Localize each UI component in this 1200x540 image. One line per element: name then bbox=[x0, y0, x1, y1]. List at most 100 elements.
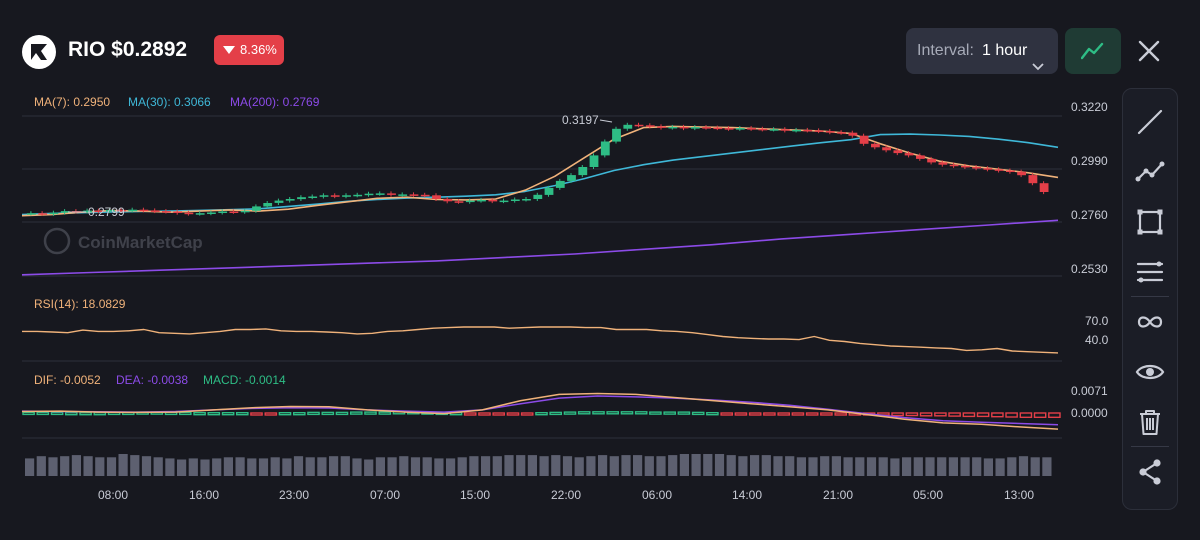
macd-histogram-bar bbox=[563, 411, 577, 415]
volume-bar bbox=[270, 457, 280, 476]
candle bbox=[825, 131, 835, 133]
candle bbox=[657, 126, 666, 128]
volume-bar bbox=[410, 457, 421, 476]
volume-bar bbox=[48, 457, 58, 476]
polyline-tool[interactable] bbox=[1135, 157, 1165, 187]
rsi-line bbox=[22, 326, 1059, 354]
volume-bar bbox=[855, 457, 865, 476]
candle bbox=[38, 213, 48, 215]
macd-histogram-bar bbox=[307, 411, 320, 416]
price-chart[interactable]: CoinMarketCap 0.3197 0.2799 bbox=[0, 0, 1118, 540]
volume-bar bbox=[621, 455, 631, 476]
time-axis-label: 07:00 bbox=[369, 488, 401, 502]
volume-bar bbox=[750, 455, 760, 476]
candle bbox=[105, 209, 115, 212]
interval-label: Interval: bbox=[917, 42, 974, 59]
macd-histogram-bar bbox=[278, 412, 292, 416]
volume-bar bbox=[177, 459, 187, 476]
candle bbox=[690, 127, 700, 129]
drawing-toolbar bbox=[1122, 88, 1178, 510]
macd-histogram-bar bbox=[36, 411, 50, 416]
price-change-badge: 8.36% bbox=[214, 35, 284, 65]
macd-histogram-bar bbox=[649, 411, 662, 415]
volume-bar bbox=[738, 456, 748, 476]
price-axis-label: 0.2530 bbox=[1071, 262, 1108, 276]
volume-bar bbox=[516, 455, 526, 476]
macd-histogram-bar bbox=[321, 411, 335, 416]
ma200-label: MA(200): 0.2769 bbox=[230, 95, 320, 109]
macd-histogram-bar bbox=[250, 412, 263, 416]
macd-histogram-bar bbox=[79, 412, 92, 416]
macd-histogram-bar bbox=[178, 411, 192, 416]
volume-bar bbox=[925, 457, 935, 476]
svg-text:CoinMarketCap: CoinMarketCap bbox=[78, 233, 203, 252]
macd-histogram-bar bbox=[748, 412, 762, 416]
macd-histogram-bar bbox=[93, 412, 107, 416]
candle bbox=[916, 155, 925, 159]
macd-histogram-bar bbox=[235, 412, 249, 416]
candle bbox=[555, 180, 565, 188]
volume-bar bbox=[937, 457, 947, 476]
time-axis-label: 05:00 bbox=[912, 488, 944, 502]
volume-bar bbox=[539, 456, 549, 476]
macd-histogram-bar bbox=[221, 412, 235, 416]
candle bbox=[150, 210, 160, 212]
volume-bar bbox=[305, 457, 315, 476]
volume-bar bbox=[726, 455, 736, 476]
volume-bar bbox=[972, 457, 982, 476]
macd-histogram-bar bbox=[1005, 412, 1018, 418]
macd-histogram-bar bbox=[820, 412, 833, 416]
volume-bar bbox=[796, 457, 806, 476]
candle bbox=[465, 200, 475, 203]
volume-bar bbox=[913, 457, 923, 476]
ma30-label: MA(30): 0.3066 bbox=[128, 95, 211, 109]
candle bbox=[173, 211, 183, 213]
macd-axis-label: 0.0071 bbox=[1071, 384, 1108, 398]
macd-histogram-bar bbox=[805, 412, 819, 416]
trend-line-tool[interactable] bbox=[1135, 107, 1165, 137]
delete-tool[interactable] bbox=[1135, 407, 1165, 437]
macd-histogram-bar bbox=[207, 412, 221, 416]
macd-histogram-bar bbox=[734, 412, 748, 416]
candle bbox=[578, 167, 588, 176]
time-axis-label: 13:00 bbox=[1003, 488, 1035, 502]
chart-type-button[interactable] bbox=[1065, 28, 1121, 74]
macd-histogram-bar bbox=[691, 411, 705, 416]
candle bbox=[713, 127, 723, 130]
candle bbox=[510, 199, 520, 201]
share-tool[interactable] bbox=[1135, 457, 1165, 487]
volume-bar bbox=[25, 458, 35, 476]
volume-bar bbox=[656, 456, 666, 476]
macd-histogram-bar bbox=[948, 412, 961, 417]
macd-histogram-bar bbox=[777, 412, 790, 416]
volume-bar bbox=[983, 458, 993, 476]
ma7-label: MA(7): 0.2950 bbox=[34, 95, 111, 109]
macd-histogram-bar bbox=[577, 411, 591, 415]
candle bbox=[724, 128, 734, 130]
fib-lines-icon bbox=[1136, 261, 1164, 283]
time-axis-label: 23:00 bbox=[278, 488, 310, 502]
visibility-tool[interactable] bbox=[1135, 357, 1165, 387]
macd-histogram-bar bbox=[193, 412, 206, 416]
time-axis-label: 14:00 bbox=[731, 488, 763, 502]
close-button[interactable] bbox=[1136, 38, 1162, 64]
volume-bar bbox=[574, 457, 584, 476]
macd-histogram-bar bbox=[1019, 412, 1033, 419]
infinity-icon bbox=[1137, 316, 1163, 328]
volume-bar bbox=[165, 458, 175, 476]
macd-histogram-bar bbox=[634, 411, 648, 415]
rectangle-tool[interactable] bbox=[1135, 207, 1165, 237]
candle bbox=[668, 126, 678, 129]
volume-bar bbox=[761, 455, 771, 476]
volume-bar bbox=[282, 458, 292, 476]
fib-lines-tool[interactable] bbox=[1135, 257, 1165, 287]
macd-histogram-bar bbox=[834, 412, 847, 416]
volume-bar bbox=[200, 459, 210, 476]
volume-bar bbox=[691, 454, 701, 476]
volume-bar bbox=[609, 456, 619, 476]
magnet-tool[interactable] bbox=[1135, 307, 1165, 337]
volume-bar bbox=[890, 458, 900, 476]
time-axis-label: 06:00 bbox=[641, 488, 673, 502]
interval-dropdown[interactable]: Interval: 1 hour bbox=[906, 28, 1058, 74]
macd-histogram-bar bbox=[962, 412, 976, 418]
